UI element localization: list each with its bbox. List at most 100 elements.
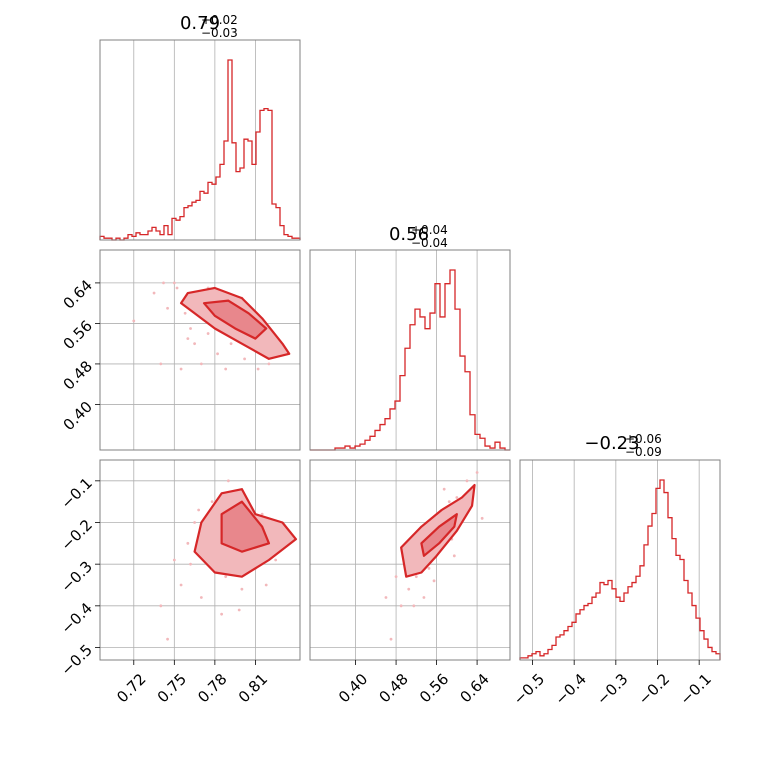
title-param-2: 0.56 <box>389 224 429 245</box>
sample-point <box>183 311 187 315</box>
panel-frame-diag-3 <box>519 459 721 661</box>
x-tick-label: −0.5 <box>510 670 548 708</box>
sample-point <box>216 352 219 356</box>
y-tick-label: 0.40 <box>60 398 96 434</box>
sample-point <box>267 362 271 366</box>
title-param-1-minus: −0.03 <box>201 26 238 40</box>
histogram-param-2 <box>310 269 510 451</box>
sample-point <box>452 554 456 558</box>
y-axis-param-2: 0.40 0.48 0.56 0.64 <box>60 276 100 434</box>
sample-point <box>162 281 165 285</box>
sample-point <box>210 500 214 504</box>
x-tick-label: −0.2 <box>635 670 673 708</box>
sample-point <box>152 291 156 295</box>
title-param-3-value: −0.23 <box>584 433 639 454</box>
sample-point <box>199 596 203 599</box>
sample-point <box>394 575 398 579</box>
title-param-2-minus: −0.04 <box>411 236 448 250</box>
x-tick-label: 0.72 <box>113 670 149 706</box>
sample-point <box>206 332 210 335</box>
sample-point <box>237 608 241 612</box>
sample-point <box>264 583 268 587</box>
sample-point <box>197 508 201 512</box>
sample-point <box>193 521 196 524</box>
grid-diag-3 <box>532 460 700 660</box>
sample-point <box>224 367 228 371</box>
y-tick-label: −0.5 <box>58 641 96 679</box>
sample-point <box>189 327 192 330</box>
sample-point <box>179 583 183 587</box>
sample-point <box>166 637 169 641</box>
sample-point <box>455 496 459 499</box>
sample-point <box>465 479 469 483</box>
histogram-param-3 <box>519 479 721 660</box>
title-param-1-plus: +0.02 <box>201 13 238 27</box>
x-axis-param-2: 0.40 0.48 0.56 0.64 <box>335 660 493 706</box>
sample-point <box>186 541 190 545</box>
sample-point <box>414 575 418 579</box>
contour-inner-pair-1 <box>202 299 268 340</box>
x-tick-label: −0.3 <box>593 670 631 708</box>
sample-point <box>199 362 203 366</box>
y-tick-label: −0.1 <box>58 474 96 512</box>
contour-inner-pair-2 <box>220 500 271 553</box>
title-param-2-value: 0.56 <box>389 224 429 245</box>
sample-point <box>384 596 388 599</box>
sample-point <box>480 516 484 520</box>
y-axis-param-3: −0.5 −0.4 −0.3−0.2 −0.1 <box>58 474 100 679</box>
y-tick-label: 0.48 <box>60 357 96 393</box>
sample-point <box>189 562 192 566</box>
title-param-1-value: 0.79 <box>180 13 220 34</box>
y-tick-label: 0.64 <box>60 276 96 312</box>
title-param-3: −0.23 <box>584 433 639 454</box>
grid-diag-2 <box>355 250 478 450</box>
sample-point <box>226 479 230 483</box>
panel-frame-pair-2 <box>99 459 301 661</box>
panel-frame-pair-1 <box>99 249 301 451</box>
panel-frame-diag-1 <box>99 39 301 241</box>
data-layer <box>99 59 721 660</box>
sample-point <box>132 319 136 323</box>
x-tick-label: 0.56 <box>416 670 452 706</box>
sample-point <box>432 579 436 583</box>
x-tick-label: 0.64 <box>456 670 492 706</box>
sample-point <box>256 367 260 371</box>
x-tick-label: 0.78 <box>194 670 230 706</box>
sample-point <box>427 566 431 570</box>
frame-layer <box>99 39 721 661</box>
sample-point <box>159 362 163 366</box>
sample-point <box>229 342 233 346</box>
title-param-2-plus: +0.04 <box>411 223 448 237</box>
title-param-3-plus: +0.06 <box>625 432 662 446</box>
x-axis-param-1: 0.72 0.75 0.78 0.81 <box>113 660 271 706</box>
y-tick-label: −0.2 <box>58 516 96 554</box>
sample-point <box>475 471 479 474</box>
sample-point <box>166 306 169 310</box>
sample-point <box>260 512 264 516</box>
grid-layer <box>100 40 700 660</box>
sample-point <box>179 367 183 371</box>
title-param-1: 0.79 <box>180 13 220 34</box>
sample-point <box>186 337 190 341</box>
sample-point <box>240 587 244 591</box>
y-tick-label: 0.56 <box>60 317 96 353</box>
sample-point <box>389 637 393 641</box>
sample-point <box>175 286 179 290</box>
sample-point <box>274 558 278 562</box>
sample-point <box>399 604 403 608</box>
sample-point <box>159 604 163 608</box>
sample-point <box>224 575 228 579</box>
y-tick-label: −0.4 <box>58 599 96 637</box>
x-tick-label: 0.40 <box>335 670 371 706</box>
sample-point <box>407 587 411 591</box>
sample-point <box>243 357 246 361</box>
x-tick-label: 0.48 <box>375 670 411 706</box>
sample-point <box>193 342 196 346</box>
panel-frame-diag-2 <box>309 249 511 451</box>
tick-layer: 0.72 0.75 0.78 0.81 0.40 0.48 0.56 0.64 −0.5 −0.4… <box>58 276 715 708</box>
sample-point <box>422 596 426 599</box>
panel-frame-pair-3 <box>309 459 511 661</box>
sample-point <box>412 604 416 608</box>
sample-point <box>220 612 224 616</box>
y-tick-label: −0.3 <box>58 557 96 595</box>
